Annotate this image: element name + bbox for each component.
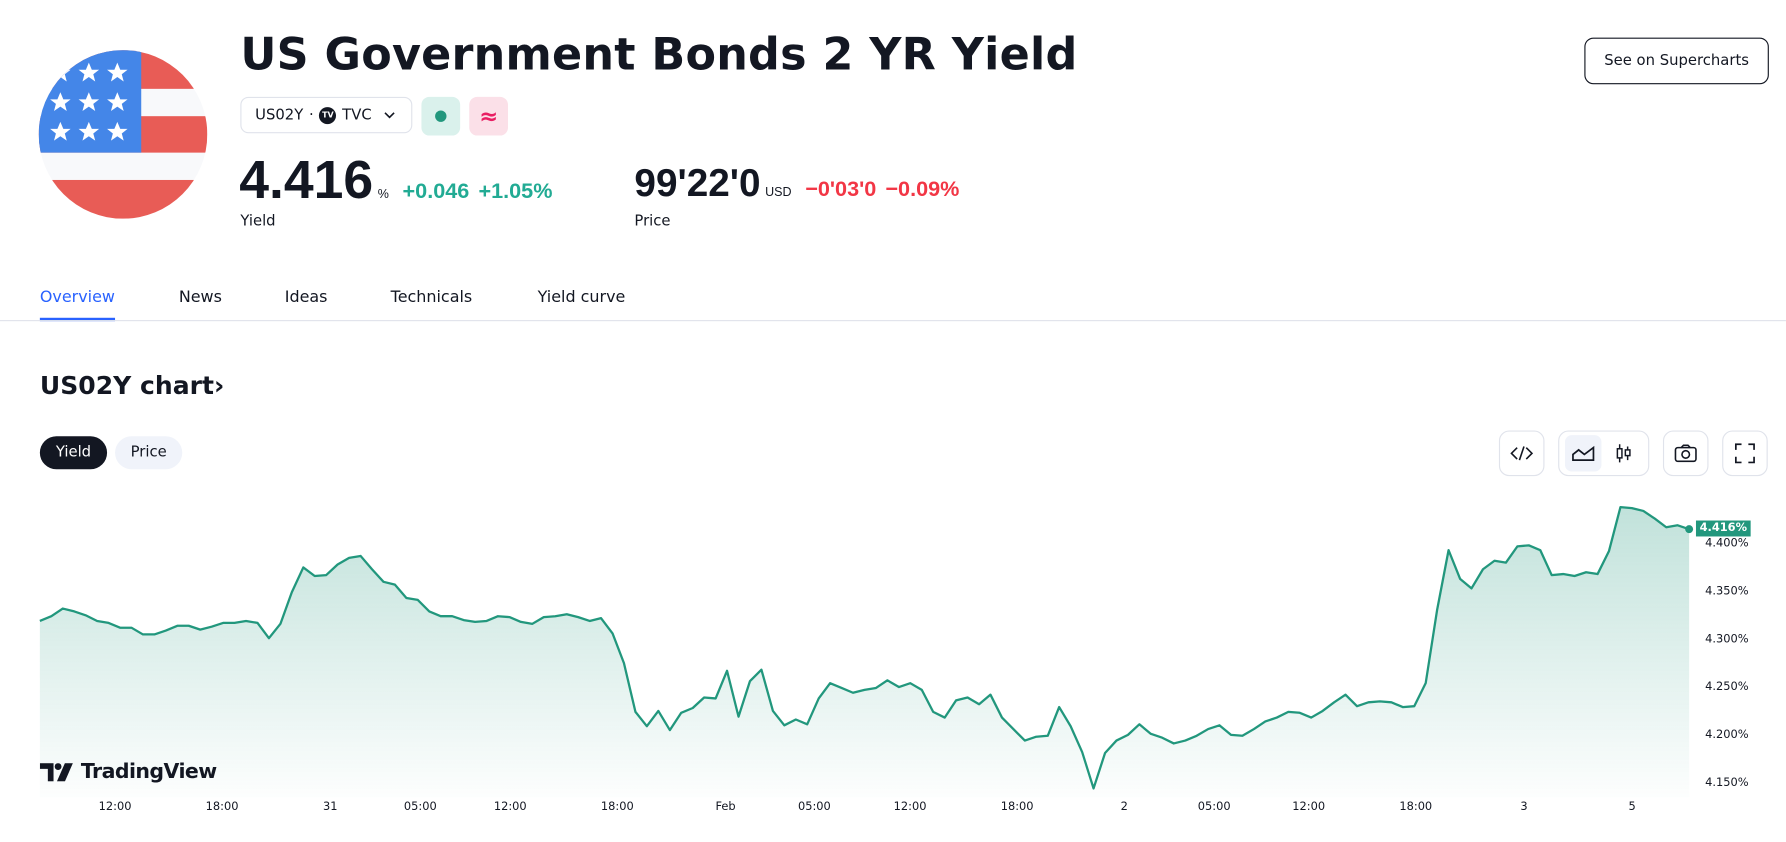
separator: · bbox=[308, 106, 314, 124]
embed-code-icon bbox=[1510, 446, 1534, 461]
x-tick-label: Feb bbox=[715, 800, 736, 814]
fullscreen-icon bbox=[1734, 443, 1755, 464]
fullscreen-button[interactable] bbox=[1722, 430, 1768, 477]
yield-change-pct: +1.05% bbox=[478, 179, 553, 204]
price-unit: USD bbox=[765, 185, 792, 200]
tab-overview[interactable]: Overview bbox=[39, 288, 115, 307]
y-tick-label: 4.350% bbox=[1705, 585, 1749, 598]
y-tick-label: 4.250% bbox=[1705, 681, 1749, 694]
yield-label: Yield bbox=[240, 212, 276, 231]
tab-technicals[interactable]: Technicals bbox=[390, 288, 473, 307]
candles-button[interactable] bbox=[1606, 435, 1642, 471]
tradingview-watermark: TradingView bbox=[39, 759, 217, 784]
y-tick-label: 4.200% bbox=[1705, 728, 1749, 742]
chart-title-link[interactable]: US02Y chart› bbox=[40, 372, 224, 400]
approx-icon: ≈ bbox=[479, 102, 499, 130]
area-chart-icon bbox=[1572, 445, 1595, 462]
embed-button[interactable] bbox=[1498, 430, 1545, 477]
yield-value: 4.416 bbox=[239, 149, 374, 210]
symbol-selector[interactable]: US02Y · TV TVC bbox=[240, 96, 413, 134]
tab-ideas[interactable]: Ideas bbox=[284, 288, 328, 307]
x-tick-label: 18:00 bbox=[1000, 800, 1034, 814]
x-tick-label: 05:00 bbox=[1197, 800, 1231, 814]
area-chart-button[interactable] bbox=[1564, 435, 1602, 472]
tradingview-logo-icon bbox=[39, 762, 73, 781]
series-line bbox=[39, 505, 1690, 790]
yield-unit: % bbox=[377, 187, 389, 202]
tabs-divider bbox=[0, 320, 1786, 322]
price-toggle-button[interactable]: Price bbox=[115, 436, 183, 470]
watermark-text: TradingView bbox=[80, 759, 217, 784]
yield-toggle-button[interactable]: Yield bbox=[39, 436, 108, 470]
y-tick-label: 4.300% bbox=[1705, 633, 1749, 646]
x-tick-label: 12:00 bbox=[493, 800, 527, 814]
x-tick-label: 12:00 bbox=[893, 800, 927, 814]
see-on-supercharts-button[interactable]: See on Supercharts bbox=[1584, 37, 1769, 85]
chevron-down-icon bbox=[384, 112, 396, 119]
x-tick-label: 12:00 bbox=[98, 800, 132, 814]
tradingview-logo-icon: TV bbox=[319, 106, 337, 124]
delayed-data-button[interactable]: ≈ bbox=[469, 96, 508, 136]
y-tick-label: 4.150% bbox=[1705, 776, 1749, 790]
active-tab-indicator bbox=[39, 317, 116, 322]
symbol-label: US02Y bbox=[255, 106, 304, 124]
x-tick-label: 18:00 bbox=[600, 800, 634, 814]
x-tick-label: 18:00 bbox=[1399, 800, 1433, 814]
market-status-button[interactable] bbox=[421, 96, 461, 136]
snapshot-button[interactable] bbox=[1662, 430, 1709, 477]
candles-icon bbox=[1616, 444, 1631, 463]
tab-yield-curve[interactable]: Yield curve bbox=[537, 288, 626, 307]
page-title: US Government Bonds 2 YR Yield bbox=[240, 29, 1078, 81]
price-change-pct: −0.09% bbox=[885, 177, 960, 202]
camera-icon bbox=[1674, 444, 1697, 463]
yield-change: +0.046 bbox=[402, 179, 470, 204]
x-tick-label: 2 bbox=[1120, 800, 1128, 814]
chart-title: US02Y chart bbox=[39, 372, 214, 401]
chart-style-group bbox=[1558, 430, 1650, 477]
last-value-label: 4.416% bbox=[1695, 520, 1751, 537]
x-tick-label: 3 bbox=[1520, 800, 1528, 814]
last-point-marker bbox=[1685, 525, 1694, 534]
y-tick-label: 4.400% bbox=[1705, 537, 1749, 551]
yield-quote: 4.416 % +0.046 +1.05% bbox=[239, 148, 552, 211]
us-flag-icon bbox=[38, 50, 208, 219]
price-label: Price bbox=[634, 212, 671, 231]
chevron-right-icon: › bbox=[213, 372, 225, 401]
x-tick-label: 18:00 bbox=[205, 800, 239, 814]
x-tick-label: 5 bbox=[1628, 800, 1636, 814]
area-fill bbox=[39, 507, 1690, 798]
price-value: 99'22'0 bbox=[634, 161, 761, 206]
x-tick-label: 05:00 bbox=[403, 800, 437, 814]
tab-news[interactable]: News bbox=[178, 288, 222, 307]
exchange-label: TVC bbox=[342, 106, 372, 124]
price-quote: 99'22'0 USD −0'03'0 −0.09% bbox=[634, 162, 959, 206]
x-tick-label: 12:00 bbox=[1292, 800, 1326, 814]
x-tick-label: 05:00 bbox=[797, 800, 831, 814]
price-change: −0'03'0 bbox=[805, 177, 877, 202]
green-dot-icon bbox=[435, 110, 447, 122]
x-tick-label: 31 bbox=[323, 800, 338, 814]
